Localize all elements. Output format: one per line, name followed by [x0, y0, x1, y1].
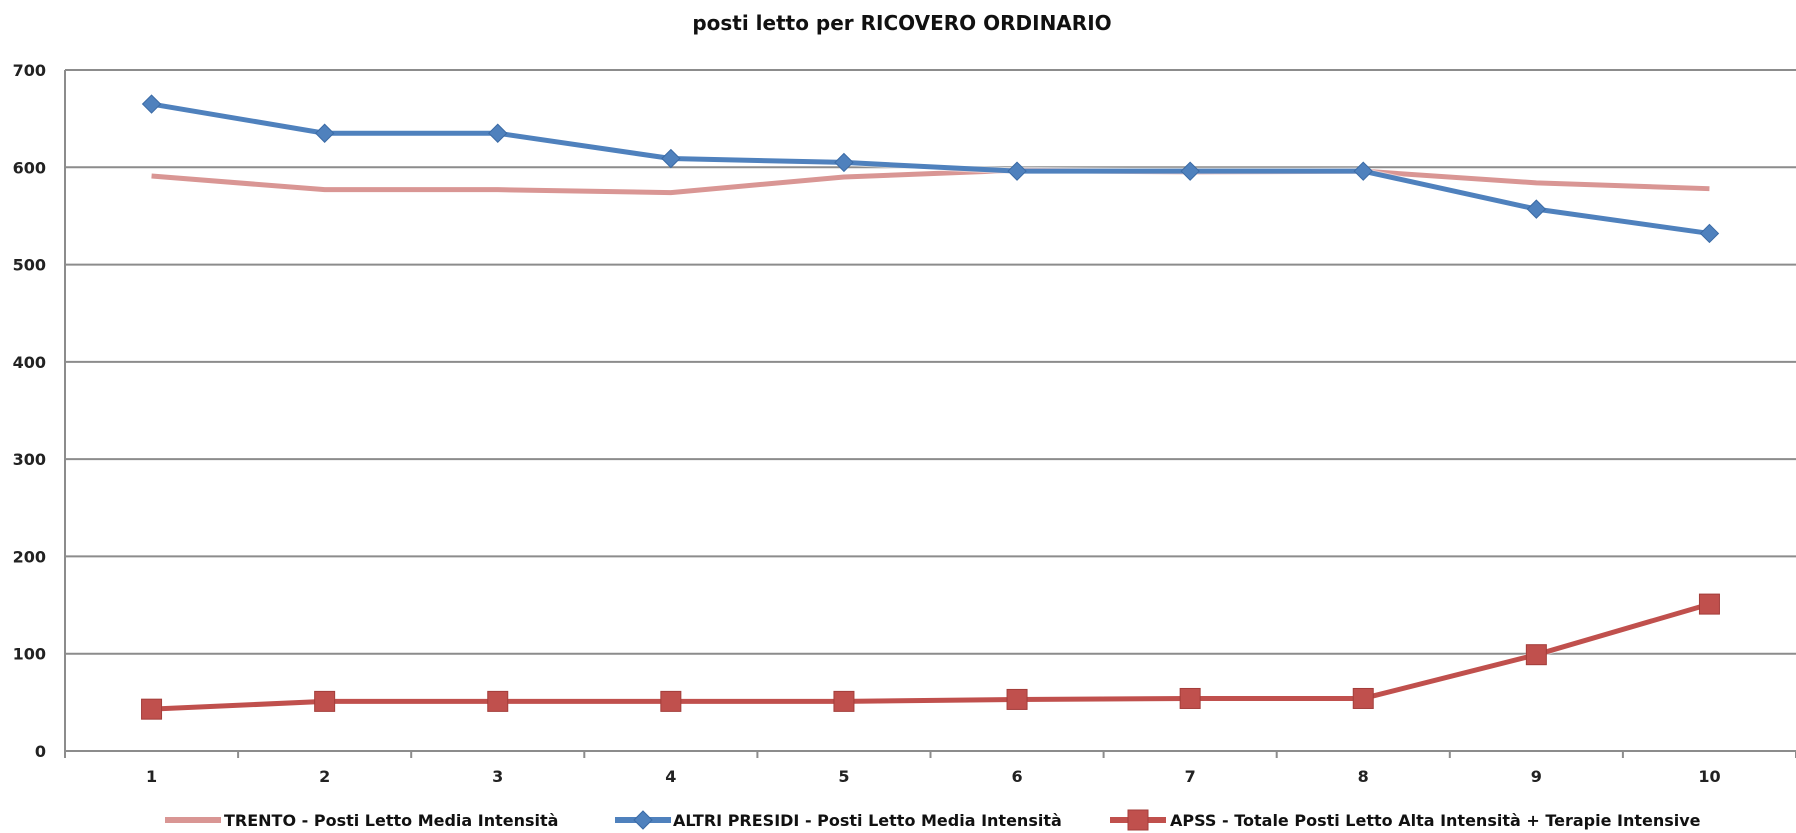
- data-point: [1525, 644, 1547, 666]
- legend-label: TRENTO - Posti Letto Media Intensità: [224, 811, 558, 830]
- y-axis-ticks: 0 100 200 300 400 500 600 700: [13, 61, 46, 761]
- x-tick-label: 6: [1011, 767, 1022, 786]
- x-tick-label: 9: [1531, 767, 1542, 786]
- y-tick-label: 200: [13, 547, 46, 566]
- chart-title: posti letto per RICOVERO ORDINARIO: [692, 11, 1111, 35]
- data-point: [1007, 161, 1027, 181]
- y-tick-label: 100: [13, 645, 46, 664]
- data-point: [314, 123, 335, 143]
- legend-label: ALTRI PRESIDI - Posti Letto Media Intens…: [673, 811, 1062, 830]
- data-point: [834, 152, 854, 173]
- series-line: [151, 167, 1710, 196]
- data-point: [1006, 688, 1028, 710]
- legend-item: ALTRI PRESIDI - Posti Letto Media Intens…: [615, 810, 1062, 830]
- data-point: [1180, 161, 1200, 181]
- y-tick-label: 600: [13, 158, 46, 177]
- data-point: [487, 690, 509, 712]
- y-tick-label: 500: [13, 256, 46, 275]
- series-line: [151, 101, 1710, 236]
- legend-marker: [1127, 809, 1149, 831]
- x-tick-label: 3: [492, 767, 503, 786]
- data-point: [1526, 199, 1547, 219]
- x-tick-label: 8: [1358, 767, 1369, 786]
- series-1: [151, 166, 1710, 197]
- series-3: [141, 593, 1720, 720]
- series-2: [141, 94, 1720, 244]
- legend-label: APSS - Totale Posti Letto Alta Intensità…: [1170, 811, 1701, 830]
- x-tick-label: 5: [838, 767, 849, 786]
- series-group: [141, 94, 1720, 720]
- data-point: [833, 690, 855, 712]
- data-point: [141, 698, 163, 720]
- y-tick-label: 400: [13, 353, 46, 372]
- data-point: [660, 690, 682, 712]
- data-point: [1699, 223, 1720, 244]
- data-point: [661, 148, 681, 169]
- y-tick-label: 300: [13, 450, 46, 469]
- gridlines: [65, 69, 1796, 655]
- x-tick-label: 7: [1185, 767, 1196, 786]
- data-point: [314, 690, 336, 712]
- y-tick-label: 700: [13, 61, 46, 80]
- x-axis-ticks: 1 2 3 4 5 6 7 8 9 10: [64, 751, 1796, 786]
- x-tick-label: 4: [665, 767, 676, 786]
- legend: TRENTO - Posti Letto Media Intensità ALTR…: [165, 809, 1701, 831]
- x-tick-label: 10: [1698, 767, 1720, 786]
- legend-item: TRENTO - Posti Letto Media Intensità: [165, 811, 558, 830]
- data-point: [141, 94, 162, 114]
- series-line-halo: [151, 600, 1711, 713]
- data-point: [1179, 687, 1201, 709]
- data-point: [1698, 593, 1720, 615]
- data-point: [488, 123, 508, 143]
- series-line: [151, 601, 1711, 712]
- y-tick-label: 0: [35, 742, 46, 761]
- legend-item: APSS - Totale Posti Letto Alta Intensità…: [1110, 809, 1701, 831]
- data-point: [1352, 687, 1374, 709]
- x-tick-label: 1: [146, 767, 157, 786]
- x-tick-label: 2: [319, 767, 330, 786]
- legend-marker: [633, 810, 653, 830]
- data-point: [1353, 161, 1373, 181]
